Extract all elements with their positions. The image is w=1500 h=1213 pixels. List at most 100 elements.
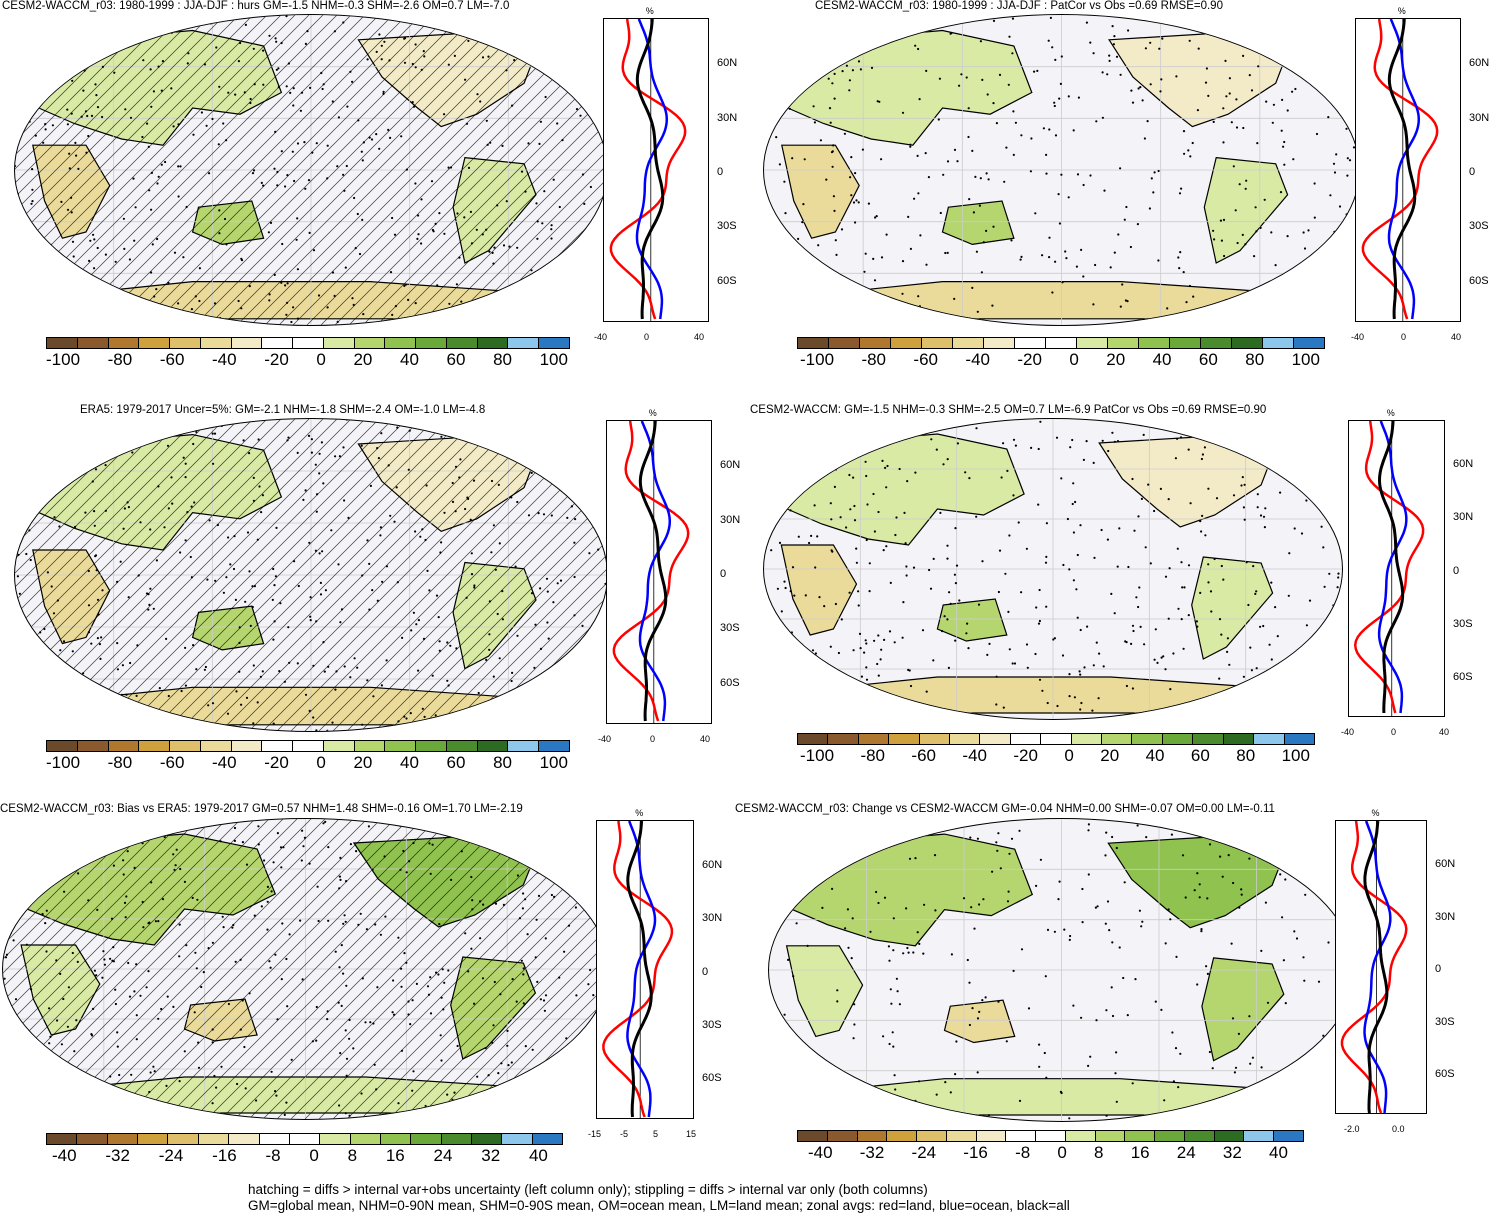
zonal-mean-plot bbox=[606, 420, 712, 724]
zonal-all-line bbox=[1387, 18, 1417, 320]
zonal-all-line bbox=[1377, 420, 1405, 714]
colorbar-label: 100 bbox=[1291, 350, 1320, 369]
continent-outline bbox=[1201, 957, 1285, 1062]
continent-outline bbox=[779, 833, 1034, 947]
zonal-ocean-line bbox=[635, 18, 669, 320]
latitude-label: 30N bbox=[720, 513, 741, 526]
colorbar-label: 60 bbox=[446, 350, 466, 369]
colorbar-swatch bbox=[1254, 734, 1285, 744]
colorbar-swatch bbox=[198, 1134, 230, 1144]
latitude-label: 0 bbox=[1469, 165, 1476, 178]
zonal-x-tick: 40 bbox=[694, 332, 705, 342]
zonal-x-tick: -40 bbox=[1351, 332, 1365, 342]
colorbar-swatch bbox=[1162, 734, 1194, 744]
stippling bbox=[15, 15, 603, 325]
colorbar-label: -20 bbox=[264, 350, 289, 369]
percent-label: % bbox=[635, 808, 644, 818]
colorbar-swatch bbox=[508, 338, 540, 348]
colorbar-swatch bbox=[231, 741, 263, 751]
hatching bbox=[15, 419, 607, 731]
colorbar-label: 60 bbox=[1198, 350, 1218, 369]
zonal-mean-plot bbox=[596, 820, 694, 1119]
zonal-all-line bbox=[635, 18, 665, 320]
zonal-mean-plot bbox=[1348, 420, 1445, 717]
latitude-label: 0 bbox=[1453, 564, 1460, 577]
colorbar-swatch bbox=[416, 338, 447, 348]
continent-outline bbox=[32, 144, 111, 239]
latitude-label: 60N bbox=[717, 57, 738, 70]
zonal-x-tick: 0.0 bbox=[1392, 1124, 1405, 1134]
colorbar-label: 40 bbox=[528, 1146, 548, 1165]
zonal-all-line bbox=[638, 420, 668, 722]
colorbar-label: 60 bbox=[446, 753, 466, 772]
latitude-label: 30N bbox=[1453, 511, 1474, 524]
zonal-mean-plot bbox=[603, 18, 709, 322]
colorbar-swatch bbox=[320, 1134, 351, 1144]
colorbar-swatch bbox=[472, 1134, 503, 1144]
zonal-land-line bbox=[602, 820, 674, 1118]
colorbar-swatch bbox=[1214, 1131, 1245, 1141]
colorbar-swatch bbox=[47, 741, 78, 751]
percent-label: % bbox=[648, 408, 657, 418]
colorbar-swatch bbox=[1223, 734, 1255, 744]
colorbar-swatch bbox=[108, 741, 140, 751]
zonal-x-tick: 40 bbox=[1451, 332, 1462, 342]
colorbar-label: -80 bbox=[107, 753, 133, 772]
robinson-map bbox=[763, 14, 1360, 326]
continent-outline bbox=[941, 200, 1015, 246]
colorbar-swatch bbox=[1232, 338, 1263, 348]
latitude-label: 60S bbox=[702, 1072, 722, 1085]
colorbar-labels: -100 -80 -60 -40 -20 0 20 40 60 80 100 bbox=[46, 350, 568, 370]
colorbar-swatch bbox=[1139, 338, 1170, 348]
colorbar-label: -16 bbox=[963, 1143, 988, 1162]
footer-line-2: GM=global mean, NHM=0-90N mean, SHM=0-90… bbox=[248, 1198, 1070, 1213]
continent-outline bbox=[775, 29, 1033, 146]
colorbar-labels: -40 -32 -24 -16 -8 0 8 16 24 32 40 bbox=[808, 1143, 1288, 1163]
colorbar-swatch bbox=[477, 741, 509, 751]
colorbar-label: 80 bbox=[493, 350, 512, 369]
colorbar-label: -40 bbox=[212, 350, 237, 369]
latitude-label: 60N bbox=[720, 459, 741, 472]
colorbar-label: -80 bbox=[861, 350, 887, 369]
colorbar-swatch bbox=[887, 1131, 918, 1141]
colorbar-swatch bbox=[1065, 1131, 1096, 1141]
colorbar-label: 80 bbox=[1236, 746, 1256, 765]
colorbar-swatch bbox=[385, 741, 417, 751]
colorbar-swatch bbox=[532, 1134, 563, 1144]
colorbar-labels: -100 -80 -60 -40 -20 0 20 40 60 80 100 bbox=[800, 746, 1310, 766]
colorbar-swatch bbox=[200, 338, 232, 348]
panel-title: CESM2-WACCM: GM=-1.5 NHM=-0.3 SHM=-2.5 O… bbox=[750, 404, 1267, 416]
robinson-map bbox=[763, 418, 1343, 720]
zonal-all-line bbox=[626, 820, 653, 1118]
latitude-label: 30N bbox=[702, 912, 723, 925]
colorbar-swatch bbox=[922, 338, 953, 348]
colorbar-label: -60 bbox=[159, 350, 185, 369]
colorbar-swatch bbox=[1155, 1131, 1185, 1141]
colorbar-swatch bbox=[262, 338, 294, 348]
zonal-x-tick: 0 bbox=[1401, 332, 1407, 342]
colorbar-swatch bbox=[350, 1134, 381, 1144]
colorbar-swatch bbox=[860, 338, 891, 348]
colorbar-swatch bbox=[385, 338, 417, 348]
colorbar-swatch bbox=[829, 338, 860, 348]
zonal-x-tick: 40 bbox=[1439, 727, 1450, 737]
colorbar-label: 20 bbox=[353, 350, 373, 369]
colorbar-label: -100 bbox=[46, 753, 81, 772]
colorbar-swatch bbox=[77, 338, 109, 348]
colorbar-label: 8 bbox=[347, 1146, 358, 1165]
colorbar-swatch bbox=[1046, 338, 1077, 348]
colorbar-swatch bbox=[539, 338, 570, 348]
continent-outline bbox=[781, 144, 860, 239]
continent-outline bbox=[452, 561, 537, 670]
robinson-map bbox=[14, 14, 608, 326]
colorbar-swatch bbox=[827, 1131, 858, 1141]
percent-label: % bbox=[1386, 408, 1395, 418]
continent-outline bbox=[774, 433, 1025, 546]
colorbar-label: 16 bbox=[1130, 1143, 1150, 1162]
robinson-map bbox=[14, 418, 608, 732]
colorbar-label: -40 bbox=[52, 1146, 77, 1165]
colorbar-label: -24 bbox=[911, 1143, 937, 1162]
zonal-land-line bbox=[1340, 820, 1408, 1114]
colorbar-label: -100 bbox=[800, 350, 835, 369]
colorbar-label: -20 bbox=[1017, 350, 1042, 369]
